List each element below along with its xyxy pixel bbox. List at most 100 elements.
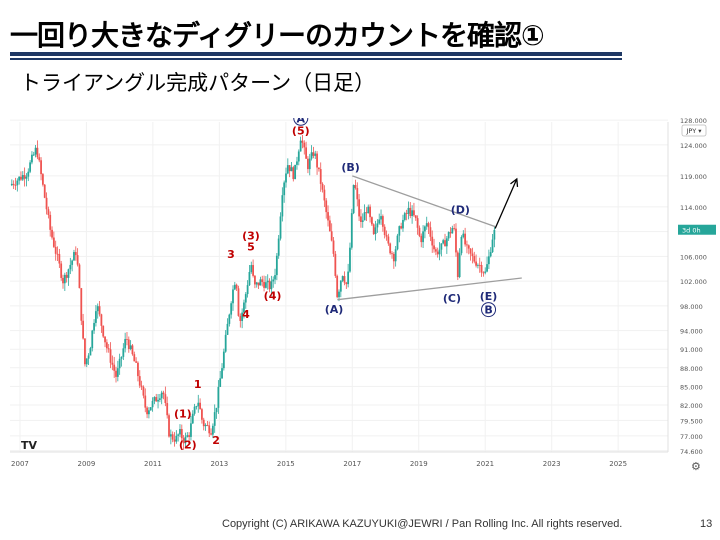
wave-label: (3) xyxy=(242,229,260,242)
candle-body xyxy=(403,213,406,220)
candle-body xyxy=(341,276,344,281)
candle-body xyxy=(47,209,50,215)
x-tick-label: 2015 xyxy=(277,460,295,468)
candle-body xyxy=(339,280,342,292)
candle-body xyxy=(416,218,419,228)
candle-body xyxy=(489,252,492,257)
candle-body xyxy=(400,226,403,229)
candle-body xyxy=(131,345,134,355)
candle-body xyxy=(270,281,273,290)
candle-body xyxy=(85,358,88,365)
candle-body xyxy=(334,253,337,276)
candle-body xyxy=(297,151,300,162)
candle-body xyxy=(197,402,200,407)
candle-body xyxy=(173,439,176,442)
candle-body xyxy=(226,323,229,335)
candle-body xyxy=(327,212,329,221)
candle-body xyxy=(301,140,304,143)
y-tick-label: 94.000 xyxy=(680,328,703,336)
candle-body xyxy=(43,184,46,198)
candle-body xyxy=(21,175,24,180)
wave-label: (B) xyxy=(341,161,359,174)
candle-body xyxy=(244,294,247,303)
candle-body xyxy=(186,435,189,437)
candle-body xyxy=(451,227,454,234)
wave-label: 2 xyxy=(212,434,220,447)
candle-body xyxy=(477,264,479,266)
candle-body xyxy=(358,199,361,217)
candle-body xyxy=(431,236,434,246)
candle-body xyxy=(343,276,346,283)
candle-body xyxy=(440,243,443,250)
candle-body xyxy=(230,303,233,315)
candle-body xyxy=(51,229,53,238)
candle-body xyxy=(87,355,90,359)
y-tick-label: 85.000 xyxy=(680,383,703,391)
candle-body xyxy=(118,358,121,369)
candle-body xyxy=(206,424,209,426)
candle-body xyxy=(407,207,410,214)
candle-body xyxy=(239,315,242,321)
candle-body xyxy=(25,176,28,179)
candle-body xyxy=(482,272,485,274)
candle-body xyxy=(456,252,459,278)
candle-body xyxy=(394,249,397,262)
candle-body xyxy=(376,223,379,228)
candle-series xyxy=(10,134,496,450)
slide-title: 一回り大きなディグリーのカウントを確認① xyxy=(10,19,545,52)
projection-arrow-head xyxy=(510,177,519,187)
candle-body xyxy=(124,339,127,349)
candle-body xyxy=(316,153,318,168)
candle-body xyxy=(478,264,481,266)
candle-body xyxy=(111,362,114,365)
candle-body xyxy=(235,284,238,289)
candle-body xyxy=(232,289,234,304)
candle-body xyxy=(191,413,194,424)
candle-body xyxy=(486,264,488,272)
candle-body xyxy=(116,368,119,377)
candle-body xyxy=(325,200,328,213)
x-tick-label: 2009 xyxy=(78,460,96,468)
candle-body xyxy=(411,210,414,216)
candle-body xyxy=(146,407,148,415)
candle-body xyxy=(221,368,223,379)
candle-body xyxy=(217,386,220,408)
candle-body xyxy=(484,271,487,273)
trendlines xyxy=(337,175,522,301)
candle-body xyxy=(345,282,348,285)
wave-label: (D) xyxy=(451,203,470,216)
candle-body xyxy=(135,361,138,363)
candle-body xyxy=(317,167,320,170)
candle-body xyxy=(62,277,64,284)
candle-body xyxy=(466,244,468,246)
candle-body xyxy=(195,406,198,408)
candle-body xyxy=(433,245,435,250)
candle-body xyxy=(292,167,295,180)
candle-body xyxy=(71,260,74,265)
y-tick-label: 98.000 xyxy=(680,303,703,311)
y-tick-label: 114.000 xyxy=(680,204,707,212)
y-tick-label: 79.500 xyxy=(680,417,703,425)
y-tick-label: 82.000 xyxy=(680,402,703,410)
candle-body xyxy=(281,195,284,217)
candle-body xyxy=(201,409,203,420)
candle-body xyxy=(424,226,426,232)
candle-body xyxy=(290,167,293,172)
trendline-upper xyxy=(352,175,496,228)
candle-body xyxy=(308,158,311,170)
y-tick-label: 128.000 xyxy=(680,118,707,125)
candle-body xyxy=(34,147,37,155)
candle-body xyxy=(264,282,267,288)
candle-body xyxy=(102,325,105,337)
candle-body xyxy=(405,213,408,214)
candle-body xyxy=(252,265,254,276)
candle-body xyxy=(222,351,225,369)
candle-body xyxy=(148,410,150,415)
y-tick-label: 119.000 xyxy=(680,173,707,181)
y-tick-label: 124.000 xyxy=(680,142,707,150)
settings-gear-icon[interactable]: ⚙ xyxy=(691,460,701,473)
y-tick-label: 77.000 xyxy=(680,433,703,441)
candle-body xyxy=(422,231,424,243)
candle-body xyxy=(248,271,251,286)
candle-body xyxy=(29,162,32,172)
